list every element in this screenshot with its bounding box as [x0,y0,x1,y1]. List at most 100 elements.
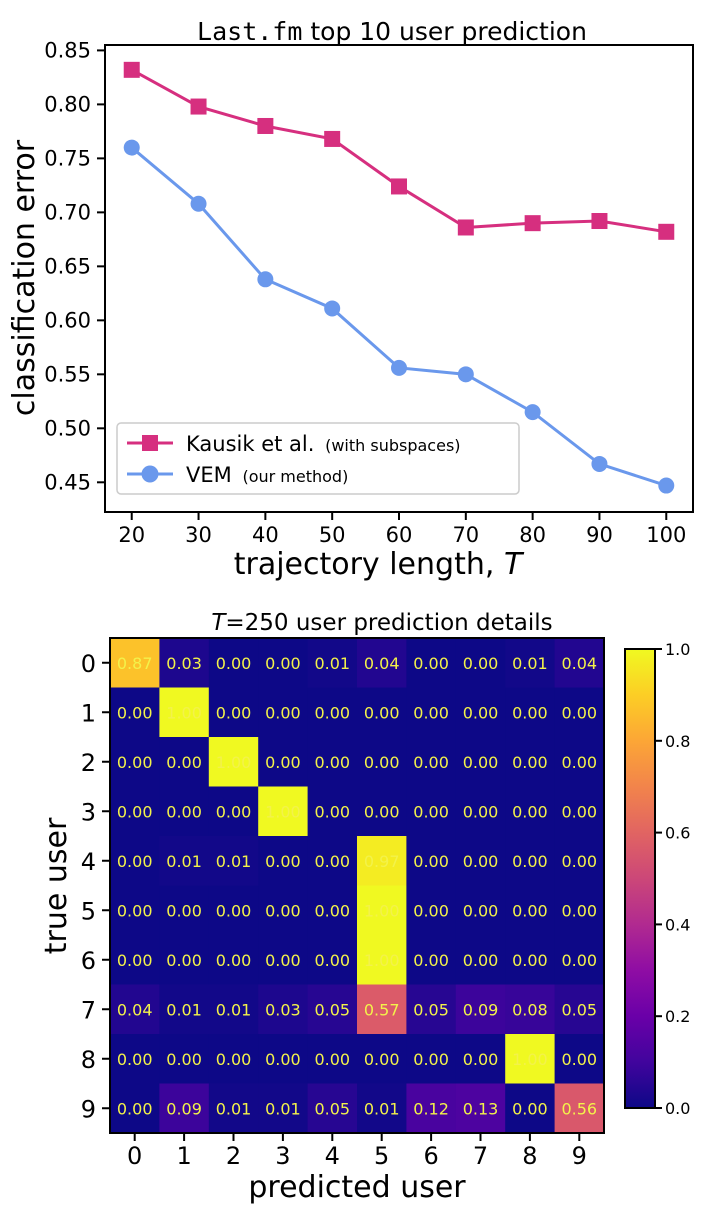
heatmap-cell [455,737,506,787]
heatmap-cell-label: 0.00 [364,753,400,772]
heatmap-cell-label: 0.00 [512,753,548,772]
heatmap-cell-label: 0.00 [117,802,153,821]
x-tick-label: 40 [252,523,279,547]
y-tick-label: 0.45 [44,470,91,494]
heatmap-cell [455,836,506,886]
heatmap-cell-label: 0.01 [166,852,202,871]
series-point [524,404,541,421]
heatmap-cell-label: 0.01 [216,852,252,871]
heatmap-cell-label: 0.00 [166,802,202,821]
heatmap-cell [505,836,556,886]
series-line-0 [131,68,667,234]
heatmap-title: T=250 user prediction details [211,610,552,636]
heatmap-x-tick-label: 1 [176,1142,191,1170]
heatmap-cell-label: 0.00 [117,901,153,920]
x-tick-label: 60 [386,523,413,547]
heatmap-cell [159,737,210,787]
heatmap-cell-label: 0.00 [314,703,350,722]
heatmap-cell-label: 0.00 [463,951,499,970]
legend-label-vem-note: (our method) [242,467,348,486]
heatmap-x-tick-label: 8 [522,1142,537,1170]
heatmap-cell [110,836,160,886]
heatmap-cell [258,885,309,936]
heatmap-x-tick-label: 6 [423,1142,438,1170]
heatmap-title-rest: =250 user prediction details [225,610,552,636]
heatmap-cell-label: 1.00 [216,753,252,772]
heatmap-y-tick-label: 7 [81,996,96,1024]
y-tick-label: 0.70 [44,200,91,224]
heatmap-cell [554,786,605,837]
heatmap-cell [258,935,309,985]
heatmap-cell-label: 0.00 [314,753,350,772]
heatmap-cell-label: 0.00 [364,703,400,722]
heatmap-cell [110,1034,160,1084]
heatmap-cell [159,1083,210,1134]
heatmap-cell [110,984,160,1035]
heatmap-y-tick-label: 0 [81,650,96,678]
series-point [324,130,341,147]
heatmap-cell [554,984,605,1035]
heatmap-cell-label: 0.12 [413,1099,449,1118]
heatmap-cell [357,737,407,787]
colorbar-ticks: 0.0 0.2 0.4 0.6 0.8 1.0 [655,640,690,1118]
heatmap-cell [307,737,358,787]
heatmap-cell-label: 0.00 [512,802,548,821]
heatmap-cell-label: 0.00 [512,951,548,970]
heatmap-cell [406,984,457,1035]
colorbar-tick-label: 0.8 [665,732,690,751]
heatmap-cell-label: 0.00 [314,802,350,821]
heatmap-cell-label: 0.01 [216,1000,252,1019]
heatmap-cell-label: 0.01 [265,1099,301,1118]
heatmap-y-tick-label: 9 [81,1095,96,1123]
heatmap-cell [554,836,605,886]
series-point [391,359,407,376]
heatmap-cell [554,935,605,985]
series-point [524,215,541,232]
x-tick-label: 50 [319,523,346,547]
heatmap-y-tick-label: 8 [81,1046,96,1074]
heatmap-cell [505,1083,556,1134]
heatmap-cell-label: 0.00 [561,1050,597,1069]
heatmap-x-tick-label: 3 [275,1142,290,1170]
heatmap-cell [357,687,407,738]
heatmap-cell-label: 0.01 [512,654,548,673]
heatmap-cell-label: 0.00 [117,753,153,772]
x-tick-label: 90 [586,523,613,547]
heatmap-cell [307,1083,358,1134]
legend-marker-kausik [142,435,158,451]
heatmap-cell [307,935,358,985]
heatmap-cell-label: 0.00 [512,1099,548,1118]
heatmap-ticks: 0 1 2 3 4 5 6 7 8 9 0 1 2 3 4 5 6 7 8 9 [81,650,587,1170]
heatmap-cell [110,687,160,738]
heatmap-cell-label: 0.00 [413,753,449,772]
heatmap-cell [208,836,259,886]
heatmap-cell [554,1034,605,1084]
heatmap-cell-label: 0.00 [265,1050,301,1069]
heatmap-cell [357,638,407,688]
heatmap-cell [455,1083,506,1134]
colorbar-tick-label: 1.0 [665,640,690,659]
legend-label-kausik-name: Kausik et al. [186,432,314,456]
heatmap-cell-label: 0.09 [166,1099,202,1118]
heatmap-cell-label: 0.05 [561,1000,597,1019]
x-tick-label: 20 [118,523,145,547]
series-point [257,117,274,134]
heatmap-cell [208,885,259,936]
heatmap-cell-label: 0.56 [561,1099,597,1118]
heatmap-cell-label: 0.00 [216,951,252,970]
heatmap-cell [159,687,210,738]
line-chart-title-mono: Last.fm [197,17,302,46]
heatmap-cell-label: 0.00 [216,901,252,920]
series-point [591,213,608,230]
heatmap-cell [406,786,457,837]
heatmap-cell-label: 0.97 [364,852,400,871]
heatmap-frame [109,637,605,1134]
heatmap-cell [159,786,210,837]
line-chart-ylabel: classification error [7,139,42,416]
heatmap-cells: 0.87 0.03 0.00 0.00 0.01 0.04 0.00 0.00 0.01 0.04… [110,638,605,1134]
legend-label-kausik: Kausik et al. (with subspaces) [186,432,461,456]
line-chart-legend: Kausik et al. (with subspaces) VEM (our … [116,422,520,495]
heatmap-cell [307,687,358,738]
heatmap-cell [554,687,605,738]
heatmap-cell-label: 0.00 [265,654,301,673]
